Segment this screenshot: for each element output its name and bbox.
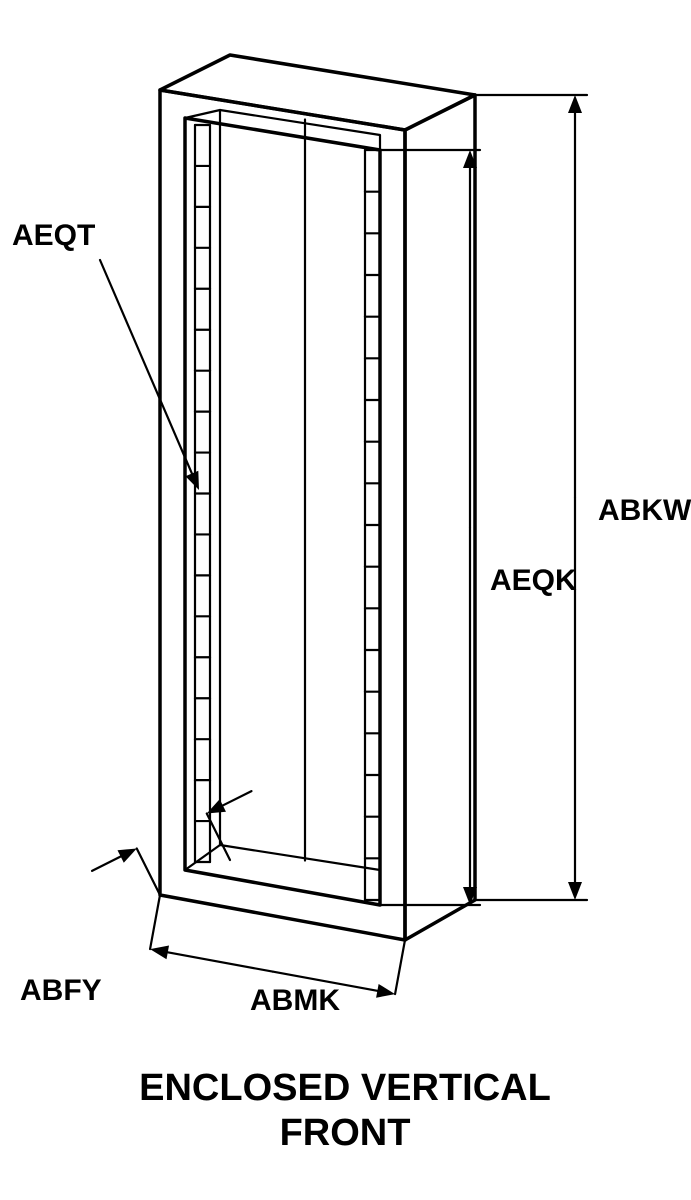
caption-line-2: FRONT xyxy=(280,1112,411,1154)
label-abfy: ABFY xyxy=(20,974,102,1007)
label-aeqk: AEQK xyxy=(490,564,577,597)
diagram-svg: AEQT AEQK ABKW ABMK ABFY ENCLOSED VERTIC… xyxy=(0,0,691,1200)
label-abmk: ABMK xyxy=(250,984,340,1017)
cabinet-drawing xyxy=(160,55,475,940)
dimension-arrows xyxy=(92,95,587,998)
label-aeqt: AEQT xyxy=(12,219,95,252)
dimension-labels: AEQT AEQK ABKW ABMK ABFY ENCLOSED VERTIC… xyxy=(12,219,691,1154)
caption-line-1: ENCLOSED VERTICAL xyxy=(139,1067,551,1109)
label-abkw: ABKW xyxy=(598,494,691,527)
